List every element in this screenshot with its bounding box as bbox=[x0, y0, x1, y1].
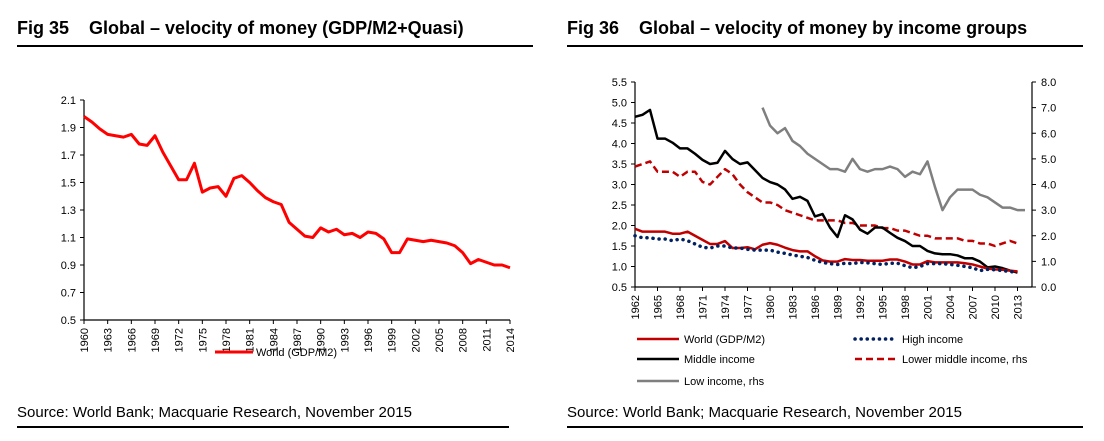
fig36-y2-tick-label: 4.0 bbox=[1041, 180, 1056, 192]
fig36-y-tick-label: 2.5 bbox=[612, 200, 627, 212]
fig36-y-tick-label: 5.0 bbox=[612, 98, 627, 110]
fig35-x-tick-label: 1969 bbox=[150, 328, 162, 352]
fig35-x-tick-label: 1960 bbox=[79, 328, 91, 352]
fig36-x-tick-label: 2004 bbox=[945, 295, 957, 319]
fig36-y2-tick-label: 5.0 bbox=[1041, 154, 1056, 166]
fig35-x-tick-label: 1975 bbox=[197, 328, 209, 352]
fig36-x-tick-label: 1968 bbox=[675, 295, 687, 319]
fig36-title-text: Global – velocity of money by income gro… bbox=[639, 18, 1028, 38]
fig36-y-tick-label: 4.0 bbox=[612, 139, 627, 151]
fig35-legend: World (GDP/M2) bbox=[215, 347, 337, 359]
fig35-x-tick-label: 1999 bbox=[387, 328, 399, 352]
fig36-legend: World (GDP/M2) High income Middle income Lo… bbox=[637, 334, 1028, 388]
fig36-y2-tick-label: 7.0 bbox=[1041, 103, 1056, 115]
fig36-x-tick-label: 1989 bbox=[833, 295, 845, 319]
fig35-y-tick-label: 2.1 bbox=[61, 95, 76, 107]
fig36-series-lower-middle-income-legend-label: Lower middle income, rhs bbox=[902, 354, 1028, 366]
fig36-y-tick-label: 2.0 bbox=[612, 221, 627, 233]
fig36-series-high-income-legend-label: High income bbox=[902, 334, 963, 346]
fig36-y-tick-label: 4.5 bbox=[612, 118, 627, 130]
fig36-y-tick-label: 1.0 bbox=[612, 262, 627, 274]
fig36-y-tick-label: 1.5 bbox=[612, 241, 627, 253]
fig35-y-tick-label: 1.7 bbox=[61, 150, 76, 162]
fig35-source: Source: World Bank; Macquarie Research, … bbox=[17, 404, 412, 421]
fig35-y-tick-label: 1.9 bbox=[61, 123, 76, 135]
fig35-x-tick-label: 2011 bbox=[481, 328, 493, 352]
fig36-series-middle-income-line bbox=[634, 108, 1018, 274]
fig35-x-tick-label: 1963 bbox=[103, 328, 115, 352]
fig35-y-tick-label: 0.7 bbox=[61, 288, 76, 300]
fig36-y2-tick-label: 2.0 bbox=[1041, 231, 1056, 243]
fig35-title-rule bbox=[17, 45, 533, 47]
fig36-series-high-income-line bbox=[633, 234, 1020, 275]
fig36-y2-tick-label: 8.0 bbox=[1041, 77, 1056, 89]
fig35-x-tick-label: 1993 bbox=[339, 328, 351, 352]
fig35-x-tick-label: 1966 bbox=[126, 328, 138, 352]
fig35-x-tick-label: 2005 bbox=[434, 328, 446, 352]
fig35-y-tick-label: 1.3 bbox=[61, 205, 76, 217]
fig35-legend-label: World (GDP/M2) bbox=[256, 347, 337, 359]
fig36-y-tick-label: 5.5 bbox=[612, 77, 627, 89]
fig36-y2-tick-label: 1.0 bbox=[1041, 256, 1056, 268]
fig35-x-tick-label: 2014 bbox=[505, 328, 517, 352]
fig35-x-tick-label: 1990 bbox=[316, 328, 328, 352]
fig36-y-tick-label: 0.5 bbox=[612, 282, 627, 294]
fig35-series-world-line bbox=[83, 115, 511, 270]
fig36-label: Fig 36 bbox=[567, 18, 620, 38]
fig36-x-tick-label: 2013 bbox=[1013, 295, 1025, 319]
fig36-x-tick-label: 1974 bbox=[720, 295, 732, 319]
fig35-label: Fig 35 bbox=[17, 18, 70, 38]
fig35-x-tick-label: 1984 bbox=[268, 328, 280, 352]
fig36-x-tick-label: 1986 bbox=[810, 295, 822, 319]
fig36-series-world-legend-label: World (GDP/M2) bbox=[684, 334, 765, 346]
fig36-x-tick-label: 2001 bbox=[923, 295, 935, 319]
fig35-title-text: Global – velocity of money (GDP/M2+Quasi… bbox=[89, 18, 464, 38]
fig36-title: Fig 36 Global – velocity of money by inc… bbox=[567, 18, 1027, 39]
fig36-x-tick-label: 2010 bbox=[990, 295, 1002, 319]
fig35-x-tick-label: 2002 bbox=[410, 328, 422, 352]
fig36-title-rule bbox=[567, 45, 1083, 47]
fig36-x-tick-label: 1980 bbox=[765, 295, 777, 319]
fig36-x-tick-label: 1992 bbox=[855, 295, 867, 319]
fig36-x-tick-label: 1998 bbox=[900, 295, 912, 319]
fig36-y2-tick-label: 0.0 bbox=[1041, 282, 1056, 294]
fig35-x-tick-label: 1981 bbox=[245, 328, 257, 352]
fig36-series-low-income-line bbox=[761, 107, 1025, 212]
fig36-series-world-line bbox=[634, 227, 1018, 273]
fig35-x-tick-label: 1978 bbox=[221, 328, 233, 352]
fig36-y2-tick-label: 3.0 bbox=[1041, 205, 1056, 217]
fig35-y-tick-label: 1.5 bbox=[61, 178, 76, 190]
fig36-x-tick-label: 1965 bbox=[653, 295, 665, 319]
fig36-x-tick-label: 1995 bbox=[878, 295, 890, 319]
fig35-y-tick-label: 1.1 bbox=[61, 233, 76, 245]
fig35-x-tick-label: 1996 bbox=[363, 328, 375, 352]
fig36-series-low-income-legend-label: Low income, rhs bbox=[684, 376, 765, 388]
fig36-x-tick-label: 2007 bbox=[968, 295, 980, 319]
fig36-source: Source: World Bank; Macquarie Research, … bbox=[567, 404, 962, 421]
fig35-y-tick-label: 0.9 bbox=[61, 260, 76, 272]
fig36-x-tick-label: 1971 bbox=[698, 295, 710, 319]
fig35-x-tick-label: 2008 bbox=[458, 328, 470, 352]
fig36-y-tick-label: 3.5 bbox=[612, 159, 627, 171]
fig36-chart: 0.5 1.0 1.5 2.0 2.5 3.0 3.5 4.0 4.5 5.0 5.5 0.0 1.0 2… bbox=[612, 77, 1057, 388]
fig35-bottom-rule bbox=[17, 426, 509, 428]
fig36-x-tick-label: 1977 bbox=[743, 295, 755, 319]
fig36-y2-tick-label: 6.0 bbox=[1041, 128, 1056, 140]
fig35-y-tick-label: 0.5 bbox=[61, 315, 76, 327]
fig36-x-tick-label: 1962 bbox=[630, 295, 642, 319]
fig35-x-tick-label: 1972 bbox=[174, 328, 186, 352]
fig35-title: Fig 35 Global – velocity of money (GDP/M… bbox=[17, 18, 464, 39]
fig36-x-tick-label: 1983 bbox=[788, 295, 800, 319]
fig35-chart: 0.5 0.7 0.9 1.1 1.3 1.5 1.7 1.9 2.1 1960 1963 1966 1… bbox=[61, 95, 517, 359]
fig35-x-tick-label: 1987 bbox=[292, 328, 304, 352]
fig36-series-middle-income-legend-label: Middle income bbox=[684, 354, 755, 366]
fig36-bottom-rule bbox=[567, 426, 1083, 428]
fig36-y-tick-label: 3.0 bbox=[612, 180, 627, 192]
